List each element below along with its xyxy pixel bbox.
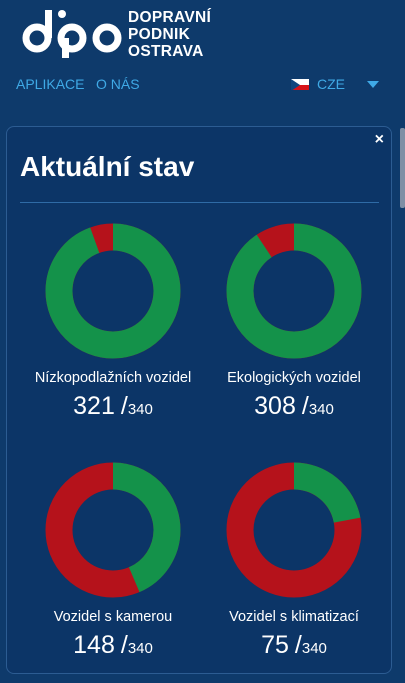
stat-count: 75	[261, 631, 289, 659]
brand-line: PODNIK	[128, 26, 191, 43]
donut-chart	[45, 462, 181, 598]
title-divider	[20, 202, 379, 203]
donut-segment-with	[45, 223, 181, 359]
stat-card-kamera: Vozidel s kamerou 148/340	[18, 461, 208, 660]
brand-line: DOPRAVNÍ	[128, 9, 212, 26]
status-panel: × Aktuální stav Nízkopodlažních vozidel …	[6, 126, 392, 674]
nav-item-aplikace[interactable]: APLIKACE	[16, 76, 85, 92]
stat-count: 321	[73, 392, 115, 420]
language-label: CZE	[317, 76, 345, 92]
stat-value: 308/340	[254, 392, 334, 420]
stat-total: 340	[308, 401, 334, 418]
nav-item-o-nas[interactable]: O NÁS	[96, 76, 140, 92]
donut-segment-with	[226, 462, 362, 598]
stat-total: 340	[127, 401, 153, 418]
stat-card-nizkopodlazni: Nízkopodlažních vozidel 321/340	[18, 222, 208, 421]
stat-value: 321/340	[73, 392, 153, 420]
donut-segment-with	[45, 462, 181, 598]
donut-chart	[45, 223, 181, 359]
stat-count: 148	[73, 631, 115, 659]
close-icon[interactable]: ×	[374, 131, 384, 148]
stat-total: 340	[301, 640, 327, 657]
donut-segment-with	[226, 223, 362, 359]
stat-count: 308	[254, 392, 296, 420]
stat-total: 340	[127, 640, 153, 657]
panel-title: Aktuální stav	[20, 151, 195, 182]
chevron-down-icon	[367, 80, 379, 88]
header: DOPRAVNÍ PODNIK OSTRAVA	[0, 0, 405, 70]
stat-value: 148/340	[73, 631, 153, 659]
stat-value: 75/340	[261, 631, 327, 659]
brand-name: DOPRAVNÍ PODNIK OSTRAVA	[128, 9, 211, 60]
language-selector[interactable]: CZE	[291, 76, 379, 92]
dpo-logo-icon[interactable]	[22, 8, 122, 58]
stat-label: Ekologických vozidel	[227, 370, 361, 386]
stat-card-klimatizace: Vozidel s klimatizací 75/340	[199, 461, 389, 660]
donut-chart	[226, 223, 362, 359]
stat-label: Vozidel s klimatizací	[229, 609, 359, 625]
main-nav: APLIKACE O NÁS	[0, 76, 405, 100]
brand-line: OSTRAVA	[128, 43, 204, 60]
stat-label: Vozidel s kamerou	[53, 609, 173, 625]
donut-chart	[226, 462, 362, 598]
stat-card-ekologicke: Ekologických vozidel 308/340	[199, 222, 389, 421]
stat-label: Nízkopodlažních vozidel	[34, 370, 192, 386]
page-scrollbar[interactable]	[400, 128, 405, 208]
czech-flag-icon	[291, 78, 309, 90]
